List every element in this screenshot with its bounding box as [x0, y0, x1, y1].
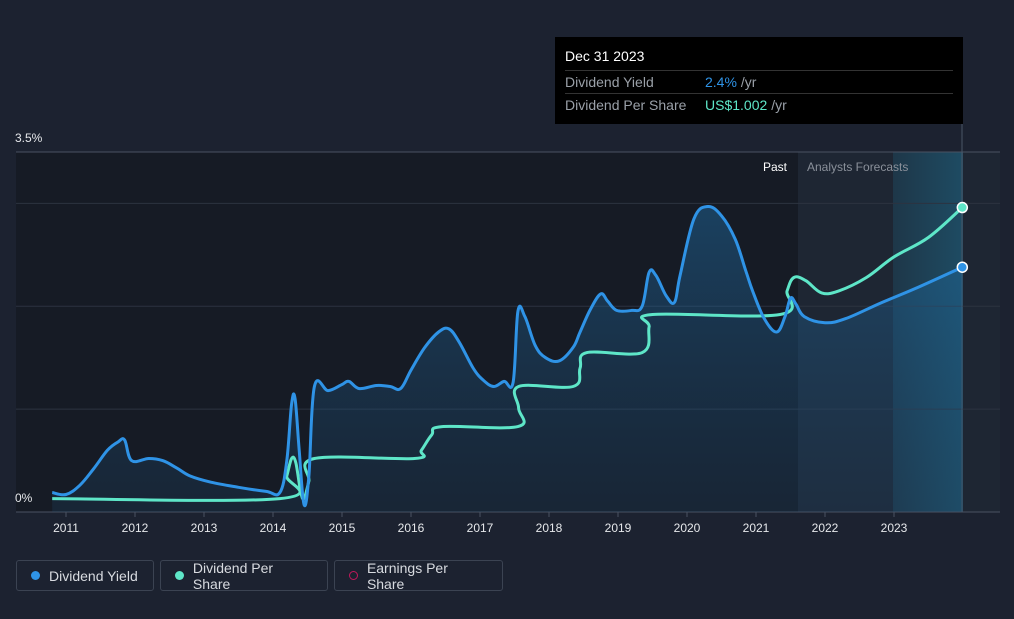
x-tick-label: 2019: [605, 521, 632, 535]
legend-earnings-per-share-label: Earnings Per Share: [367, 560, 488, 592]
tooltip-dps-unit: /yr: [771, 97, 787, 113]
dividend-yield-end-marker[interactable]: [957, 262, 967, 272]
tooltip-yield-value: 2.4%: [705, 74, 737, 90]
x-tick-label: 2023: [881, 521, 908, 535]
tooltip: Dec 31 2023 Dividend Yield 2.4% /yr Divi…: [555, 37, 963, 124]
x-tick-label: 2014: [260, 521, 287, 535]
tooltip-dps-label: Dividend Per Share: [565, 97, 705, 113]
tooltip-dps-value: US$1.002: [705, 97, 767, 113]
x-tick-label: 2016: [398, 521, 425, 535]
past-label: Past: [763, 160, 788, 174]
x-tick-label: 2011: [53, 521, 79, 535]
x-tick-label: 2015: [329, 521, 356, 535]
x-tick-label: 2021: [743, 521, 770, 535]
legend: Dividend Yield Dividend Per Share Earnin…: [16, 560, 503, 591]
legend-dividend-per-share[interactable]: Dividend Per Share: [160, 560, 328, 591]
x-tick-label: 2022: [812, 521, 839, 535]
tooltip-yield-label: Dividend Yield: [565, 74, 705, 90]
legend-dividend-per-share-label: Dividend Per Share: [193, 560, 313, 592]
forecast-label: Analysts Forecasts: [807, 160, 908, 174]
earnings-per-share-dot-icon: [349, 571, 358, 580]
x-tick-label: 2020: [674, 521, 701, 535]
x-tick-label: 2018: [536, 521, 563, 535]
x-tick-label: 2013: [191, 521, 218, 535]
tooltip-yield-unit: /yr: [741, 74, 757, 90]
dividend-per-share-end-marker[interactable]: [957, 203, 967, 213]
tooltip-yield-row: Dividend Yield 2.4% /yr: [565, 71, 953, 94]
x-tick-label: 2012: [122, 521, 149, 535]
dividend-yield-dot-icon: [31, 571, 40, 580]
legend-dividend-yield[interactable]: Dividend Yield: [16, 560, 154, 591]
x-tick-label: 2017: [467, 521, 494, 535]
tooltip-dps-row: Dividend Per Share US$1.002 /yr: [565, 94, 953, 116]
x-axis: 2011 2012 2013 2014 2015 2016 2017 2018 2019 2020…: [53, 512, 908, 535]
y-tick-top: 3.5%: [15, 131, 43, 145]
legend-dividend-yield-label: Dividend Yield: [49, 568, 138, 584]
dividend-per-share-dot-icon: [175, 571, 184, 580]
y-tick-bottom: 0%: [15, 491, 33, 505]
tooltip-date: Dec 31 2023: [565, 48, 953, 71]
legend-earnings-per-share[interactable]: Earnings Per Share: [334, 560, 503, 591]
